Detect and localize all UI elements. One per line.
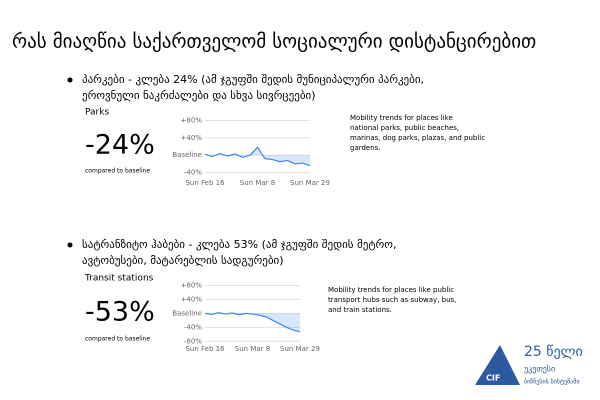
logo-years: 25 წელი xyxy=(524,344,583,360)
logo: CIF 25 წელი უკეთესი ბიზნესის სისტემაში xyxy=(475,344,583,386)
bullet-text: სატრანზიტო ჰაბები - კლება 53% (ამ ჯგუფში… xyxy=(82,238,396,267)
description: Mobility trends for places like public tr… xyxy=(328,286,456,314)
x-tick-label: Sun Mar 8 xyxy=(240,179,275,187)
bullet-dot xyxy=(67,77,73,83)
slide-title: რას მიაღწია საქართველომ სოციალური დისტან… xyxy=(12,31,536,53)
x-tick-label: Sun Mar 29 xyxy=(290,179,330,187)
logo-brand: CIF xyxy=(486,374,500,383)
y-tick-label: -40% xyxy=(184,323,202,331)
logo-line: უკეთესი xyxy=(524,364,555,374)
metric-value: -53% xyxy=(85,297,155,328)
x-tick-label: Sun Mar 29 xyxy=(280,345,320,353)
metric-label: Transit stations xyxy=(84,274,154,284)
x-tick-label: Sun Mar 8 xyxy=(235,345,270,353)
x-tick-label: Sun Feb 16 xyxy=(185,345,225,353)
line xyxy=(204,312,301,333)
area xyxy=(205,147,310,166)
area xyxy=(205,312,300,332)
logo-line: ბიზნესის სისტემაში xyxy=(524,379,579,386)
y-tick-label: Baseline xyxy=(172,309,202,317)
bullet-dot xyxy=(67,242,73,248)
metric-caption: compared to baseline xyxy=(85,336,150,343)
y-tick-label: +80% xyxy=(181,116,203,124)
y-tick-label: -40% xyxy=(184,169,202,177)
x-tick-label: Sun Feb 16 xyxy=(185,179,225,187)
y-tick-label: Baseline xyxy=(172,151,202,159)
y-tick-label: +80% xyxy=(181,281,203,289)
y-tick-label: +40% xyxy=(181,134,203,142)
y-tick-label: -80% xyxy=(184,337,202,345)
line xyxy=(204,146,311,167)
logo-mark xyxy=(475,345,520,385)
description: Mobility trends for places like national … xyxy=(350,114,485,152)
bullet-text: პარკები - კლება 24% (ამ ჯგუფში შედის მუნ… xyxy=(82,73,424,102)
y-tick-label: +40% xyxy=(181,295,203,303)
metric-caption: compared to baseline xyxy=(85,168,150,175)
metric-label: Parks xyxy=(85,108,109,118)
metric-value: -24% xyxy=(85,130,155,161)
